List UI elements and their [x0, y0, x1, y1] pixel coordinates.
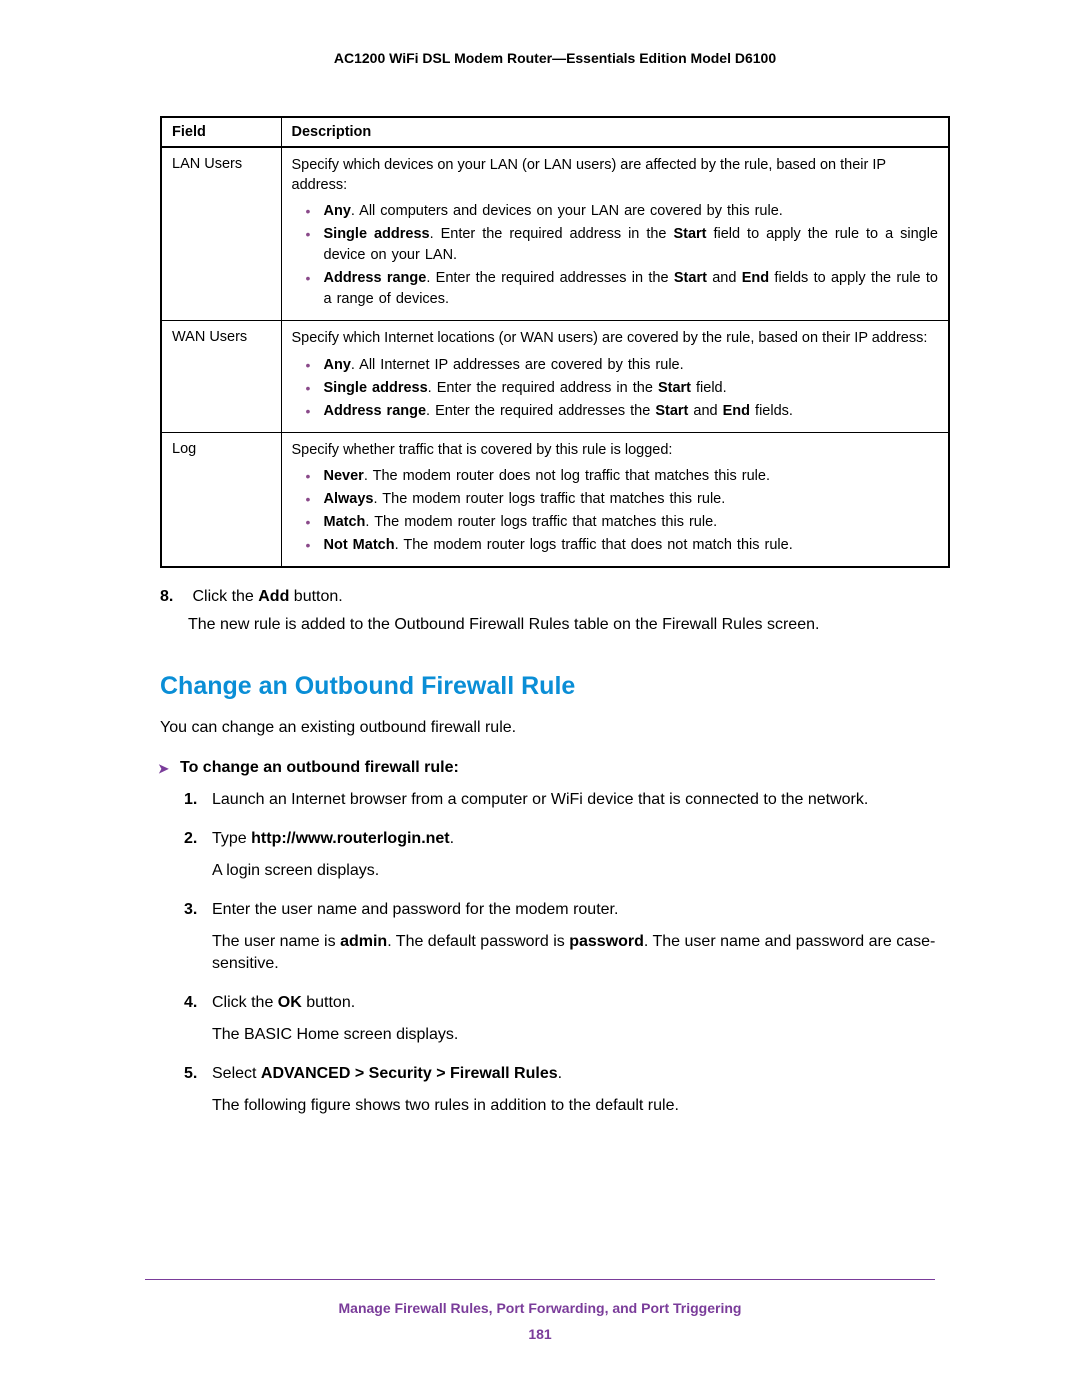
- step-sub: The BASIC Home screen displays.: [212, 1024, 950, 1046]
- cell-field: Log: [161, 432, 281, 567]
- step-text: Click the OK button.: [212, 992, 950, 1014]
- table-header-row: Field Description: [161, 117, 949, 147]
- footer-page-number: 181: [0, 1326, 1080, 1342]
- col-description: Description: [281, 117, 949, 147]
- procedure-step: 2.Type http://www.routerlogin.net.A logi…: [212, 828, 950, 883]
- footer-section-title: Manage Firewall Rules, Port Forwarding, …: [0, 1300, 1080, 1316]
- step-result: The new rule is added to the Outbound Fi…: [188, 616, 950, 634]
- bullet-item: Match. The modem router logs traffic tha…: [310, 512, 939, 533]
- col-field: Field: [161, 117, 281, 147]
- document-header: AC1200 WiFi DSL Modem Router—Essentials …: [160, 50, 950, 66]
- bullet-item: Never. The modem router does not log tra…: [310, 466, 939, 487]
- section-intro: You can change an existing outbound fire…: [160, 719, 950, 737]
- step-text: Click the Add button.: [192, 588, 342, 605]
- step-number: 5.: [184, 1063, 197, 1085]
- field-description-table: Field Description LAN Users Specify which…: [160, 116, 950, 568]
- table-row: LAN Users Specify which devices on your L…: [161, 147, 949, 321]
- document-page: AC1200 WiFi DSL Modem Router—Essentials …: [0, 0, 1080, 1193]
- cell-field: WAN Users: [161, 321, 281, 433]
- step-number: 3.: [184, 899, 197, 921]
- step-sub: The following figure shows two rules in …: [212, 1095, 950, 1117]
- step-text: Launch an Internet browser from a comput…: [212, 789, 950, 811]
- procedure-heading: To change an outbound firewall rule:: [180, 759, 950, 777]
- step-number: 8.: [160, 588, 188, 606]
- step-8: 8. Click the Add button. The new rule is…: [160, 588, 950, 634]
- bullet-item: Not Match. The modem router logs traffic…: [310, 535, 939, 556]
- table-row: WAN Users Specify which Internet location…: [161, 321, 949, 433]
- bullet-item: Single address. Enter the required addre…: [310, 378, 939, 399]
- bullet-list: Never. The modem router does not log tra…: [292, 466, 939, 556]
- bullet-item: Any. All Internet IP addresses are cover…: [310, 355, 939, 376]
- section-heading: Change an Outbound Firewall Rule: [160, 672, 950, 701]
- bullet-list: Any. All computers and devices on your L…: [292, 201, 939, 310]
- step-number: 4.: [184, 992, 197, 1014]
- procedure-steps: 1. Launch an Internet browser from a comp…: [160, 789, 950, 1117]
- procedure-step: 3.Enter the user name and password for t…: [212, 899, 950, 976]
- cell-intro: Specify which Internet locations (or WAN…: [292, 329, 939, 349]
- step-text: Type http://www.routerlogin.net.: [212, 828, 950, 850]
- step-number: 1.: [184, 789, 197, 811]
- cell-field: LAN Users: [161, 147, 281, 321]
- cell-description: Specify whether traffic that is covered …: [281, 432, 949, 567]
- table-row: Log Specify whether traffic that is cover…: [161, 432, 949, 567]
- procedure-step: 5.Select ADVANCED > Security > Firewall …: [212, 1063, 950, 1118]
- step-sub: The user name is admin. The default pass…: [212, 931, 950, 976]
- bullet-item: Always. The modem router logs traffic th…: [310, 489, 939, 510]
- procedure-step: 1.Launch an Internet browser from a comp…: [212, 789, 950, 811]
- cell-intro: Specify which devices on your LAN (or LA…: [292, 156, 939, 195]
- bullet-item: Address range. Enter the required addres…: [310, 401, 939, 422]
- page-footer: Manage Firewall Rules, Port Forwarding, …: [0, 1279, 1080, 1342]
- footer-rule: [145, 1279, 935, 1280]
- cell-description: Specify which devices on your LAN (or LA…: [281, 147, 949, 321]
- cell-intro: Specify whether traffic that is covered …: [292, 441, 939, 461]
- step-text: Enter the user name and password for the…: [212, 899, 950, 921]
- step-text: Select ADVANCED > Security > Firewall Ru…: [212, 1063, 950, 1085]
- cell-description: Specify which Internet locations (or WAN…: [281, 321, 949, 433]
- step-sub: A login screen displays.: [212, 860, 950, 882]
- bullet-list: Any. All Internet IP addresses are cover…: [292, 355, 939, 422]
- bullet-item: Any. All computers and devices on your L…: [310, 201, 939, 222]
- bullet-item: Single address. Enter the required addre…: [310, 224, 939, 266]
- step-number: 2.: [184, 828, 197, 850]
- procedure-step: 4.Click the OK button.The BASIC Home scr…: [212, 992, 950, 1047]
- bullet-item: Address range. Enter the required addres…: [310, 268, 939, 310]
